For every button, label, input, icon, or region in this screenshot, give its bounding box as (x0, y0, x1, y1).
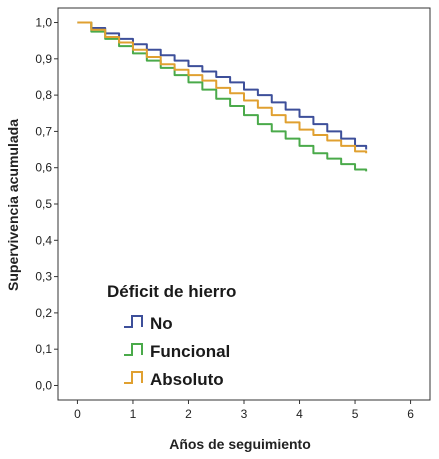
legend-label-no: No (150, 314, 173, 333)
legend: Déficit de hierro No Funcional Absoluto (107, 282, 236, 389)
y-tick-label: 0,5 (35, 197, 52, 211)
x-tick-label: 0 (74, 407, 81, 421)
legend-items: No Funcional Absoluto (124, 314, 230, 389)
y-tick-label: 0,2 (35, 306, 52, 320)
plot-frame (57, 7, 431, 401)
y-tick-label: 0,1 (35, 342, 52, 356)
x-tick-label: 6 (407, 407, 414, 421)
legend-swatch-no (124, 315, 143, 328)
x-tick-label: 2 (185, 407, 192, 421)
legend-swatch-funcional (124, 343, 143, 356)
y-tick-label: 0,4 (35, 233, 52, 247)
legend-swatch-absoluto (124, 371, 143, 384)
series-lines (77, 21, 368, 172)
x-tick-label: 4 (296, 407, 303, 421)
legend-label-funcional: Funcional (150, 342, 230, 361)
series-line-no (77, 21, 368, 150)
x-tick-label: 5 (352, 407, 359, 421)
y-axis-title: Supervivencia acumulada (5, 119, 21, 291)
x-axis-ticks: 0 1 2 3 4 5 6 (74, 400, 414, 421)
x-tick-label: 1 (130, 407, 137, 421)
legend-label-absoluto: Absoluto (150, 370, 224, 389)
y-tick-label: 0,9 (35, 52, 52, 66)
y-tick-label: 0,6 (35, 161, 52, 175)
y-tick-label: 0,7 (35, 124, 52, 138)
y-axis-ticks: 0,0 0,1 0,2 0,3 0,4 0,5 0,6 0,7 0,8 0,9 1,0 (35, 16, 58, 392)
x-axis-title: Años de seguimiento (169, 436, 311, 452)
y-tick-label: 0,8 (35, 88, 52, 102)
y-tick-label: 1,0 (35, 16, 52, 30)
x-tick-label: 3 (241, 407, 248, 421)
legend-title: Déficit de hierro (107, 282, 236, 301)
series-line-absoluto (77, 21, 368, 154)
y-tick-label: 0,0 (35, 378, 52, 392)
y-tick-label: 0,3 (35, 270, 52, 284)
